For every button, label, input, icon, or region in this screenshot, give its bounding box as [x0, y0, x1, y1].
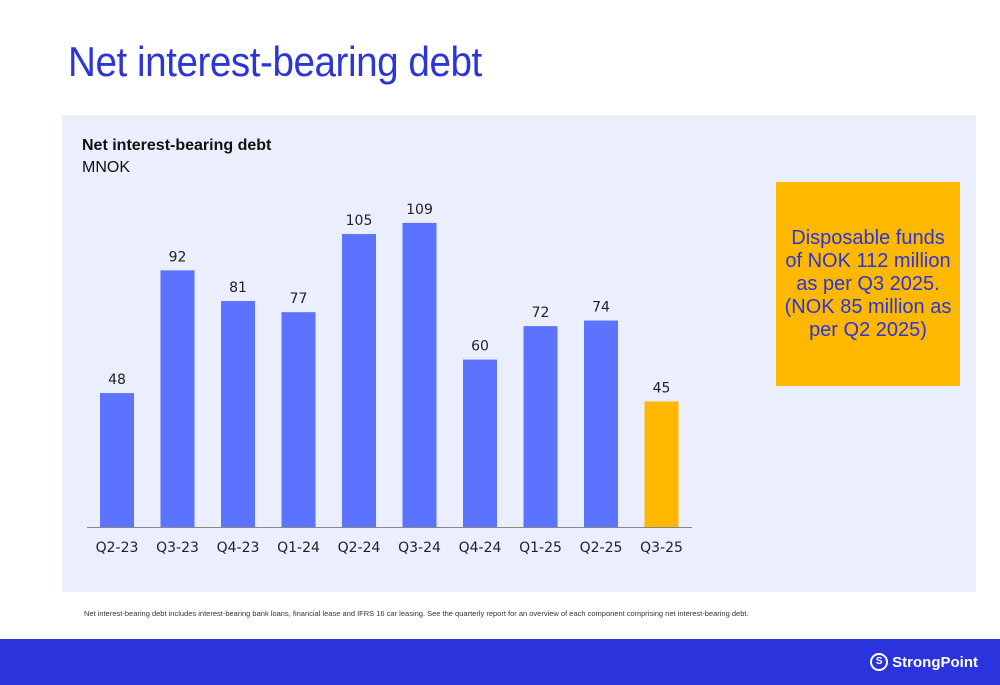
data-label: 81	[229, 280, 247, 296]
x-tick-label: Q1-25	[519, 540, 562, 556]
data-label: 72	[532, 305, 550, 321]
page-title: Net interest-bearing debt	[68, 38, 482, 85]
data-label: 74	[592, 300, 610, 316]
bar-Q3-25	[644, 401, 679, 527]
logo-text: StrongPoint	[892, 653, 978, 671]
x-tick-label: Q3-24	[398, 540, 441, 556]
data-label: 77	[290, 291, 308, 307]
logo-icon: S	[870, 653, 889, 671]
x-tick-label: Q4-23	[217, 540, 260, 556]
x-tick-label: Q3-23	[156, 540, 199, 556]
chart-title: Net interest-bearing debt	[82, 137, 272, 154]
footer-band: S StrongPoint	[0, 639, 1000, 685]
callout-text: Disposable funds of NOK 112 million as p…	[784, 226, 952, 341]
bar-Q3-23	[160, 270, 195, 527]
data-label: 60	[471, 339, 489, 355]
x-tick-label: Q3-25	[640, 540, 683, 556]
x-tick-label: Q2-23	[96, 540, 139, 556]
bar-Q3-24	[402, 222, 437, 527]
data-label: 92	[169, 249, 187, 265]
x-tick-label: Q4-24	[459, 540, 502, 556]
bar-Q2-24	[342, 234, 376, 528]
bar-Q2-25	[584, 320, 618, 527]
disposable-funds-callout: Disposable funds of NOK 112 million as p…	[776, 182, 960, 386]
strongpoint-logo: S StrongPoint	[870, 653, 978, 671]
chart-unit: MNOK	[82, 159, 130, 176]
bar-Q4-24	[463, 359, 497, 527]
x-tick-label: Q2-25	[580, 540, 623, 556]
bar-Q2-23	[100, 393, 134, 527]
bar-Q1-25	[523, 326, 558, 527]
data-label: 45	[653, 380, 671, 396]
bar-Q1-24	[281, 312, 316, 527]
data-label: 48	[108, 372, 126, 388]
x-tick-label: Q2-24	[338, 540, 381, 556]
data-label: 109	[406, 202, 433, 218]
footnote: Net interest-bearing debt includes inter…	[84, 609, 749, 618]
bar-chart: 48 Q2-23 92 Q3-23 81 Q4-23 77 Q1-24 105 Q2-24 109 Q…	[87, 202, 692, 556]
data-label: 105	[346, 213, 373, 229]
bar-Q4-23	[221, 301, 255, 527]
x-tick-label: Q1-24	[277, 540, 320, 556]
